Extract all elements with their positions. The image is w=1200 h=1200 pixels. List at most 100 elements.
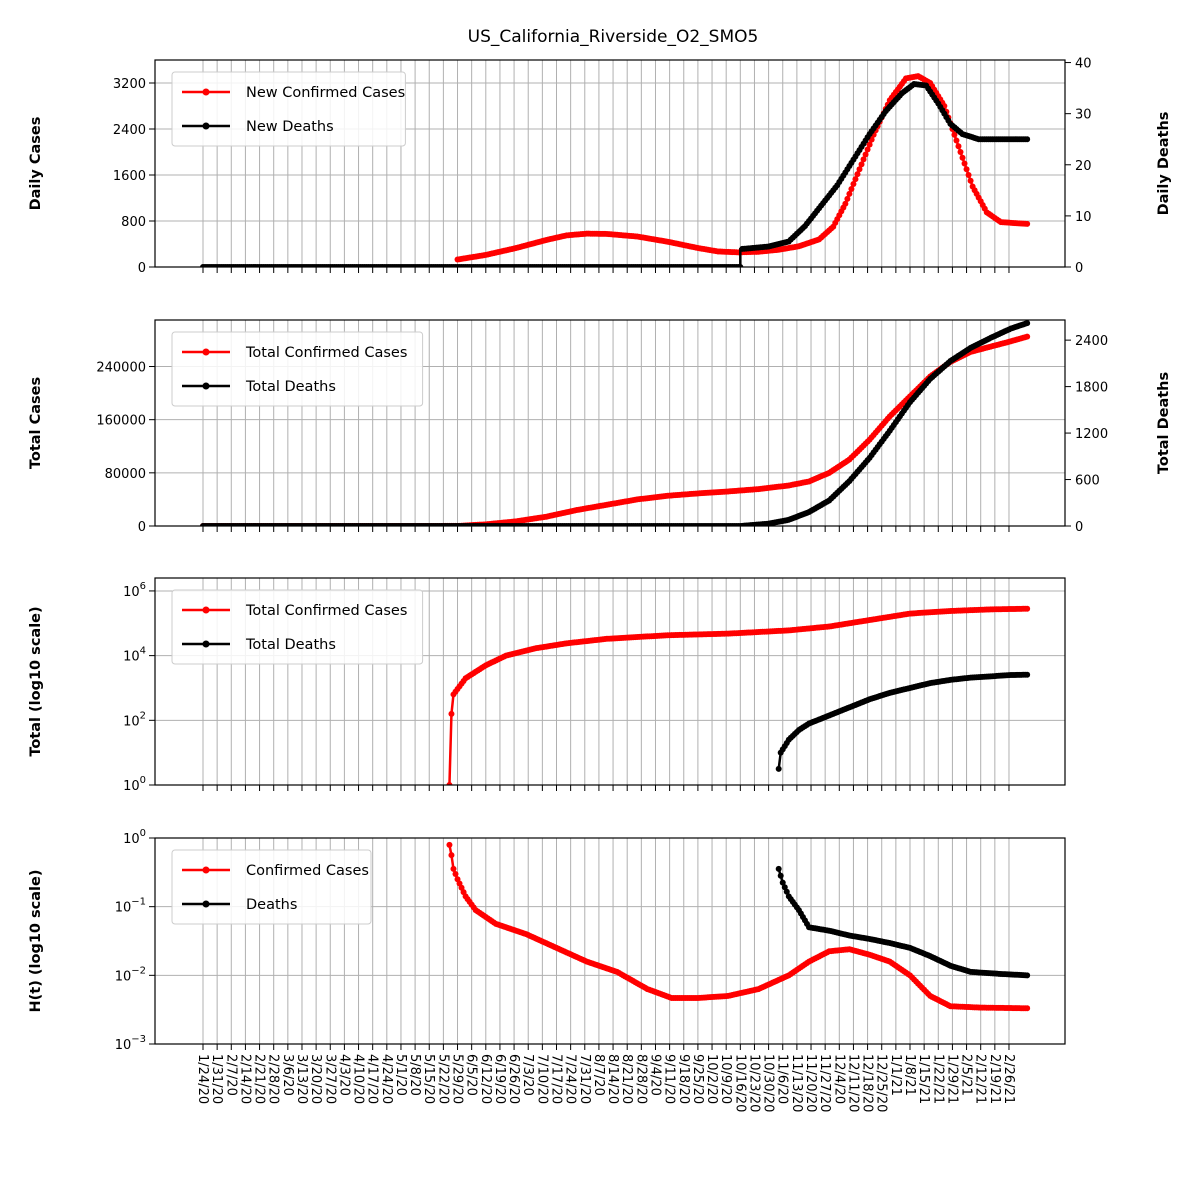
series-total-deaths [775, 671, 1031, 772]
data-point [783, 888, 790, 895]
data-point [856, 166, 863, 173]
data-point [842, 200, 849, 207]
y-tick-label: 160000 [96, 414, 146, 429]
data-point [860, 156, 867, 163]
x-tick-label: 7/10/20 [534, 1054, 549, 1104]
series-line [448, 844, 1028, 1010]
y-right-tick-label: 1800 [1075, 381, 1108, 396]
x-tick-label: 11/20/20 [803, 1054, 818, 1112]
data-point [448, 710, 455, 717]
data-point [1024, 333, 1031, 340]
y-tick-label: 10−3 [115, 1034, 146, 1053]
y-right-tick-label: 10 [1075, 210, 1092, 225]
y-tick-label: 1600 [113, 169, 146, 184]
x-tick-label: 5/8/20 [407, 1054, 422, 1096]
data-point [777, 872, 784, 879]
x-tick-label: 10/23/20 [746, 1054, 761, 1112]
data-point [446, 782, 453, 785]
data-point [1024, 671, 1031, 678]
series-deaths [775, 865, 1031, 979]
x-tick-label: 4/17/20 [365, 1054, 380, 1104]
x-tick-label: 1/8/21 [902, 1054, 917, 1096]
panel-total: 0 80000 160000 240000 0 600 1200 1800 2400 Total … [28, 319, 1172, 535]
y-tick-label: 80000 [105, 467, 146, 482]
legend-box [171, 331, 424, 407]
data-point [1024, 136, 1031, 143]
data-point [957, 149, 964, 155]
legend-label: New Deaths [246, 119, 334, 135]
chart-title: US_California_Riverside_O2_SMO5 [468, 27, 759, 47]
y-axis-label: Total (log10 scale) [28, 606, 44, 756]
legend-label: Total Deaths [245, 379, 336, 395]
y-right-tick-label: 0 [1075, 520, 1083, 535]
y-tick-label: 2400 [113, 123, 146, 138]
series-new-confirmed-cases [454, 73, 1031, 263]
y-right-axis-label: Daily Deaths [1156, 112, 1172, 216]
x-tick-label: 1/24/20 [195, 1054, 210, 1104]
legend-swatch-marker [202, 640, 210, 648]
y-right-tick-label: 1200 [1075, 427, 1108, 442]
data-point [446, 841, 453, 848]
x-tick-label: 8/7/20 [591, 1054, 606, 1096]
legend-swatch-marker [202, 382, 210, 390]
x-tick-label: 2/19/21 [987, 1054, 1002, 1104]
y-axis-label: Total Cases [28, 377, 44, 469]
x-tick-label: 6/19/20 [492, 1054, 507, 1104]
panel-ht: 10−3 10−2 10−1 100 H(t) (log10 scale) Confirm… [28, 828, 1066, 1053]
plot-frame [154, 59, 1066, 268]
x-tick-label: 10/9/20 [718, 1054, 733, 1104]
plot-frame [154, 577, 1066, 786]
x-tick-label: 12/25/20 [874, 1054, 889, 1112]
x-tick-label: 5/22/20 [435, 1054, 450, 1104]
y-tick-label: 3200 [113, 77, 146, 92]
y-axis-label: H(t) (log10 scale) [28, 870, 44, 1013]
legend-label: Deaths [246, 897, 297, 913]
x-tick-label: 8/28/20 [633, 1054, 648, 1104]
y-tick-label: 106 [123, 581, 146, 600]
data-point [1024, 605, 1031, 612]
y-right-axis-label: Total Deaths [1156, 372, 1172, 474]
data-point [1024, 1005, 1031, 1012]
data-point [452, 871, 459, 878]
x-tick-label: 8/21/20 [619, 1054, 634, 1104]
y-tick-label: 240000 [96, 361, 146, 376]
data-point [965, 172, 972, 178]
series-total-confirmed-cases [446, 605, 1031, 785]
x-tick-label: 9/4/20 [647, 1054, 662, 1096]
plot-frame [154, 837, 1066, 1045]
legend-label: Total Deaths [245, 637, 336, 653]
y-right-tick-label: 2400 [1075, 334, 1108, 349]
x-tick-label: 3/27/20 [322, 1054, 337, 1104]
y-tick-label: 0 [138, 520, 146, 535]
x-tick-label: 4/24/20 [379, 1054, 394, 1104]
x-tick-label: 12/4/20 [831, 1054, 846, 1104]
y-tick-label: 100 [123, 775, 146, 794]
data-point [959, 154, 966, 161]
legend-label: Total Confirmed Cases [245, 345, 407, 361]
legend-swatch-marker [202, 606, 210, 614]
x-tick-label: 3/13/20 [294, 1054, 309, 1104]
x-tick-label: 6/26/20 [506, 1054, 521, 1104]
x-tick-label: 2/12/21 [973, 1054, 988, 1104]
data-point [775, 765, 782, 772]
data-point [862, 151, 869, 158]
data-point [864, 146, 871, 153]
x-tick-label: 1/15/21 [916, 1054, 931, 1104]
x-tick-label: 5/29/20 [450, 1054, 465, 1104]
data-point [450, 865, 457, 872]
legend-label: New Confirmed Cases [246, 85, 405, 101]
data-point [951, 131, 958, 138]
y-tick-label: 104 [123, 646, 146, 665]
x-tick-label: 2/26/21 [1001, 1054, 1016, 1104]
x-axis-labels: 1/24/20 1/31/20 2/7/20 2/14/20 2/21/20 2/28/2… [195, 1054, 1016, 1112]
data-point [1024, 972, 1031, 979]
x-tick-label: 2/21/20 [252, 1054, 267, 1104]
x-tick-label: 12/18/20 [860, 1054, 875, 1112]
x-tick-label: 4/3/20 [336, 1054, 351, 1096]
data-point [963, 166, 970, 173]
x-tick-label: 1/22/21 [930, 1054, 945, 1104]
series-new-deaths [200, 81, 1031, 267]
x-tick-label: 2/28/20 [266, 1054, 281, 1104]
